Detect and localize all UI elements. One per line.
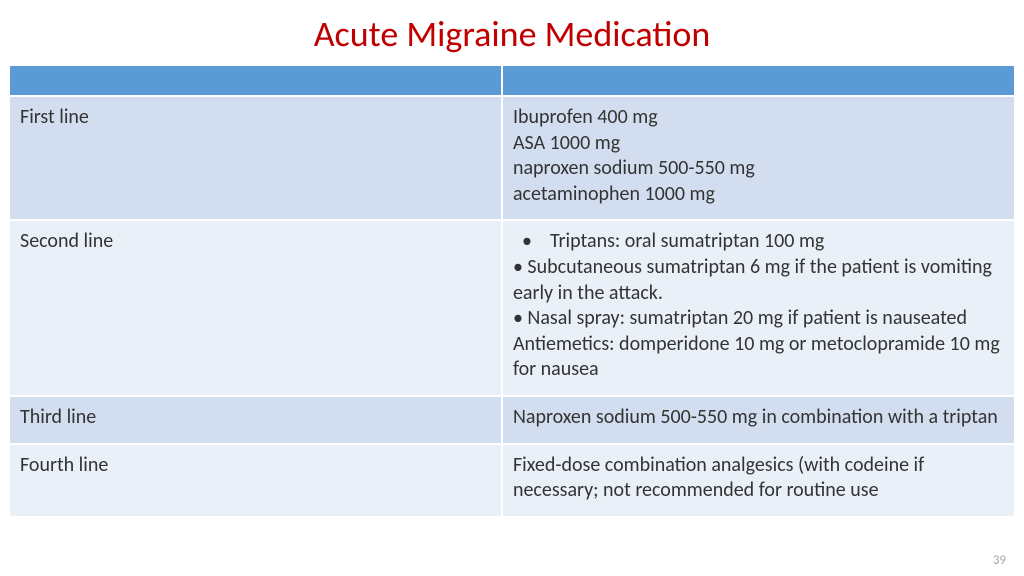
content-line: Fixed-dose combination analgesics (with … bbox=[513, 453, 1004, 504]
row-content: Ibuprofen 400 mgASA 1000 mgnaproxen sodi… bbox=[502, 96, 1014, 220]
medication-table: First lineIbuprofen 400 mgASA 1000 mgnap… bbox=[10, 66, 1014, 516]
content-line: Ibuprofen 400 mg bbox=[513, 105, 1004, 131]
page-number: 39 bbox=[993, 553, 1006, 568]
content-line: Naproxen sodium 500-550 mg in combinatio… bbox=[513, 405, 1004, 431]
row-content: • Triptans: oral sumatriptan 100 mg• Sub… bbox=[502, 220, 1014, 396]
table-row: Third line Naproxen sodium 500-550 mg in … bbox=[10, 396, 1014, 444]
table-row: Fourth lineFixed-dose combination analge… bbox=[10, 444, 1014, 516]
row-label: Fourth line bbox=[10, 444, 502, 516]
table-header-row bbox=[10, 66, 1014, 96]
content-line: Antiemetics: domperidone 10 mg or metocl… bbox=[513, 332, 1004, 383]
table-row: Second line • Triptans: oral sumatriptan… bbox=[10, 220, 1014, 396]
table-row: First lineIbuprofen 400 mgASA 1000 mgnap… bbox=[10, 96, 1014, 220]
row-label: First line bbox=[10, 96, 502, 220]
content-line: naproxen sodium 500-550 mg bbox=[513, 156, 1004, 182]
row-label: Second line bbox=[10, 220, 502, 396]
slide-title: Acute Migraine Medication bbox=[0, 0, 1024, 66]
content-line: ASA 1000 mg bbox=[513, 131, 1004, 157]
row-content: Naproxen sodium 500-550 mg in combinatio… bbox=[502, 396, 1014, 444]
table-header-cell bbox=[10, 66, 502, 96]
content-line: acetaminophen 1000 mg bbox=[513, 182, 1004, 208]
table-header-cell bbox=[502, 66, 1014, 96]
content-line: • Subcutaneous sumatriptan 6 mg if the p… bbox=[513, 255, 1004, 306]
row-label: Third line bbox=[10, 396, 502, 444]
content-line: • Triptans: oral sumatriptan 100 mg bbox=[513, 229, 1004, 255]
row-content: Fixed-dose combination analgesics (with … bbox=[502, 444, 1014, 516]
content-line: • Nasal spray: sumatriptan 20 mg if pati… bbox=[513, 306, 1004, 332]
